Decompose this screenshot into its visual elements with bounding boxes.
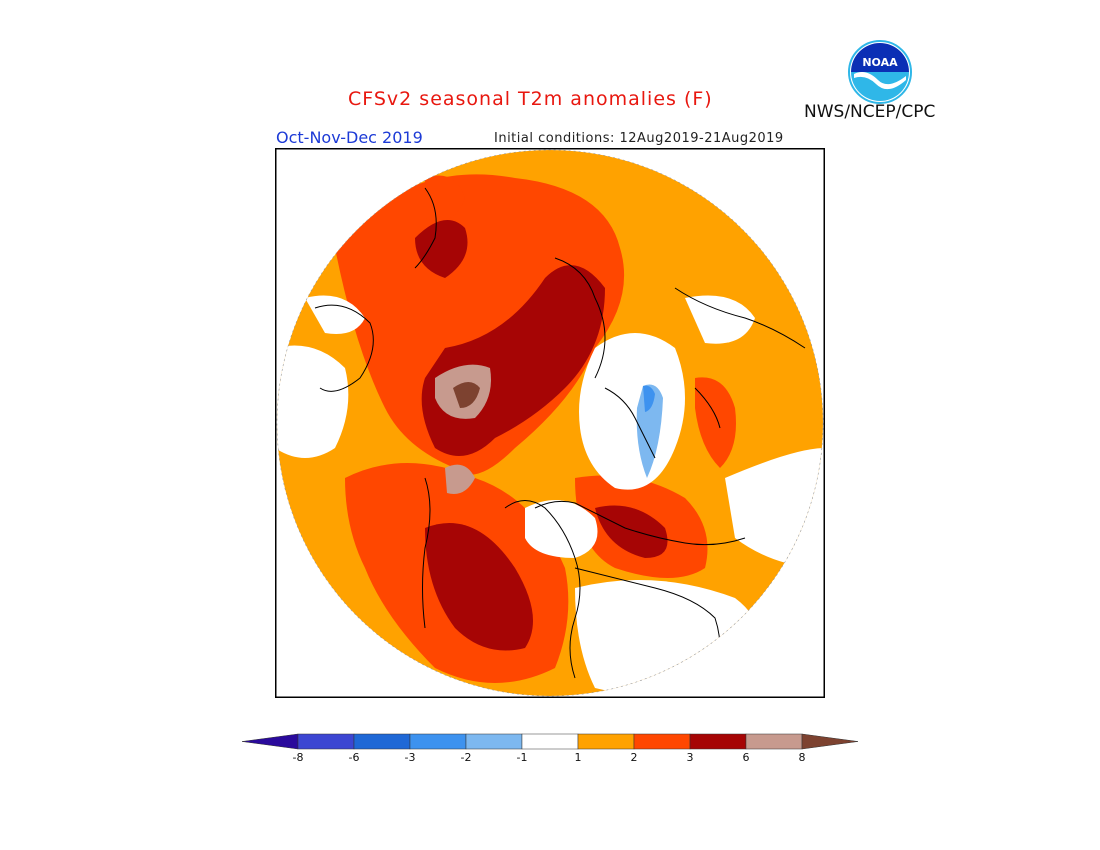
- legend-tick-label: -1: [517, 751, 528, 764]
- legend-swatch: [577, 733, 635, 750]
- noaa-logo-text: NOAA: [862, 56, 898, 69]
- legend-swatch: [297, 733, 355, 750]
- anomaly-map: [275, 148, 825, 698]
- agency-label: NWS/NCEP/CPC: [804, 102, 936, 122]
- legend-tick-label: -8: [293, 751, 304, 764]
- legend-swatch: [521, 733, 579, 750]
- legend-swatch: [745, 733, 803, 750]
- legend-arrow-low: [241, 733, 299, 750]
- legend-swatch: [409, 733, 467, 750]
- season-label: Oct-Nov-Dec 2019: [276, 128, 423, 147]
- color-legend: -8 -6 -3 -2 -1 1 2 3 6 8: [241, 733, 859, 764]
- coastline-layer: [314, 187, 806, 679]
- legend-arrow-high: [801, 733, 859, 750]
- map-boundary: [276, 149, 824, 697]
- noaa-logo-icon: NOAA: [848, 40, 912, 104]
- legend-tick-label: 1: [575, 751, 582, 764]
- initial-conditions-label: Initial conditions: 12Aug2019-21Aug2019: [494, 131, 784, 146]
- legend-swatch: [633, 733, 691, 750]
- legend-swatch: [689, 733, 747, 750]
- legend-tick-label: -6: [349, 751, 360, 764]
- map-frame: [275, 148, 825, 698]
- legend-tick-label: 3: [687, 751, 694, 764]
- map-title: CFSv2 seasonal T2m anomalies (F): [348, 88, 713, 110]
- legend-tick-label: -3: [405, 751, 416, 764]
- color-legend-swatches: [241, 733, 859, 750]
- legend-swatch: [353, 733, 411, 750]
- legend-tick-label: -2: [461, 751, 472, 764]
- legend-tick-label: 8: [799, 751, 806, 764]
- legend-tick-label: 6: [743, 751, 750, 764]
- anomaly-fill-layer: [277, 150, 823, 696]
- color-legend-labels: -8 -6 -3 -2 -1 1 2 3 6 8: [293, 751, 806, 764]
- legend-tick-label: 2: [631, 751, 638, 764]
- legend-swatch: [465, 733, 523, 750]
